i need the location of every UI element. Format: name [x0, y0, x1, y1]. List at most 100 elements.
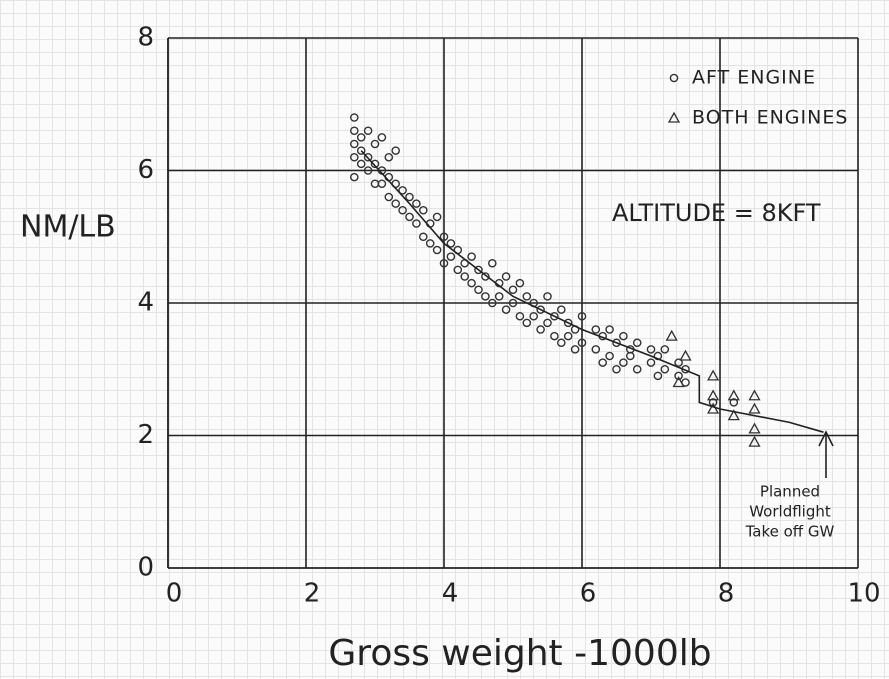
data-point: [384, 192, 394, 202]
data-point: [653, 371, 663, 381]
data-point: [591, 325, 601, 334]
data-point: [412, 219, 421, 228]
data-point: [398, 205, 407, 215]
legend-label: BOTH ENGINES: [692, 107, 848, 129]
data-point: [612, 364, 621, 374]
data-point: [467, 252, 476, 261]
data-point: [674, 358, 683, 367]
data-point: [377, 179, 387, 189]
data-point: [536, 305, 545, 314]
x-tick-label: 0: [166, 579, 183, 609]
data-point: [672, 376, 685, 388]
data-point: [570, 345, 580, 354]
data-point: [391, 146, 401, 155]
y-tick-label: 8: [137, 23, 154, 53]
data-point: [446, 239, 456, 248]
data-point: [529, 311, 539, 321]
data-point: [729, 398, 739, 407]
data-point: [748, 422, 761, 434]
x-tick-label: 4: [442, 579, 459, 609]
data-point: [665, 329, 678, 341]
data-point: [418, 205, 428, 215]
data-point: [363, 152, 373, 162]
data-point: [418, 232, 428, 242]
data-point: [557, 305, 566, 314]
data-point: [591, 345, 601, 354]
data-point: [481, 272, 490, 281]
annotation: Take off GW: [745, 523, 835, 541]
data-point: [356, 159, 366, 169]
data-point: [706, 402, 720, 414]
data-point: [501, 272, 511, 281]
data-point: [646, 345, 656, 354]
data-point: [727, 389, 740, 401]
data-point: [356, 133, 366, 142]
annotation: Planned: [760, 483, 820, 501]
data-point: [748, 402, 761, 414]
data-point: [349, 113, 359, 122]
data-point: [543, 318, 552, 328]
data-point: [577, 311, 587, 321]
data-point: [515, 278, 525, 288]
data-point: [432, 245, 442, 255]
fit-line: [360, 150, 824, 433]
y-tick-label: 6: [137, 155, 154, 185]
x-tick-label: 10: [847, 579, 880, 609]
data-point: [748, 435, 761, 447]
x-tick-label: 8: [718, 579, 735, 609]
data-point: [370, 159, 380, 169]
data-point: [679, 349, 692, 361]
data-point: [632, 364, 642, 374]
data-point: [626, 351, 635, 361]
x-tick-label: 2: [304, 579, 321, 609]
data-point: [619, 331, 628, 341]
data-point: [646, 358, 656, 367]
data-point: [543, 292, 552, 301]
data-point: [727, 409, 740, 421]
data-point: [508, 298, 518, 308]
data-point: [577, 338, 587, 348]
data-point: [467, 278, 476, 288]
data-point: [522, 318, 532, 328]
data-point: [706, 389, 720, 401]
data-point: [515, 311, 525, 321]
data-point: [522, 292, 532, 301]
data-point: [349, 152, 359, 162]
data-point: [439, 232, 449, 242]
y-tick-label: 0: [137, 553, 154, 583]
data-point: [563, 318, 573, 328]
y-axis-label: NM/LB: [20, 210, 116, 245]
data-point: [363, 166, 373, 175]
data-point: [405, 212, 414, 222]
data-point: [481, 292, 490, 301]
data-point: [674, 371, 683, 381]
data-point: [605, 351, 614, 361]
data-point: [487, 258, 497, 268]
data-point: [349, 126, 359, 136]
data-point: [494, 292, 504, 301]
data-point: [474, 285, 483, 295]
data-point: [349, 172, 359, 182]
data-point: [439, 258, 449, 268]
data-point: [391, 199, 401, 208]
data-point: [460, 272, 470, 281]
data-point: [363, 126, 373, 136]
annotation: Worldflight: [749, 503, 831, 521]
data-point: [501, 305, 511, 314]
data-point: [619, 358, 628, 367]
data-point: [536, 325, 545, 334]
data-point: [632, 338, 642, 348]
annotation: ALTITUDE = 8KFT: [612, 199, 821, 227]
data-point: [398, 186, 407, 195]
data-point: [557, 338, 566, 348]
legend-marker: [667, 111, 681, 123]
data-point: [370, 139, 380, 149]
data-point: [370, 179, 380, 189]
data-point: [748, 389, 761, 401]
legend-label: AFT ENGINE: [692, 67, 816, 89]
data-point: [446, 252, 456, 261]
data-point: [550, 311, 559, 321]
data-point: [706, 369, 720, 381]
